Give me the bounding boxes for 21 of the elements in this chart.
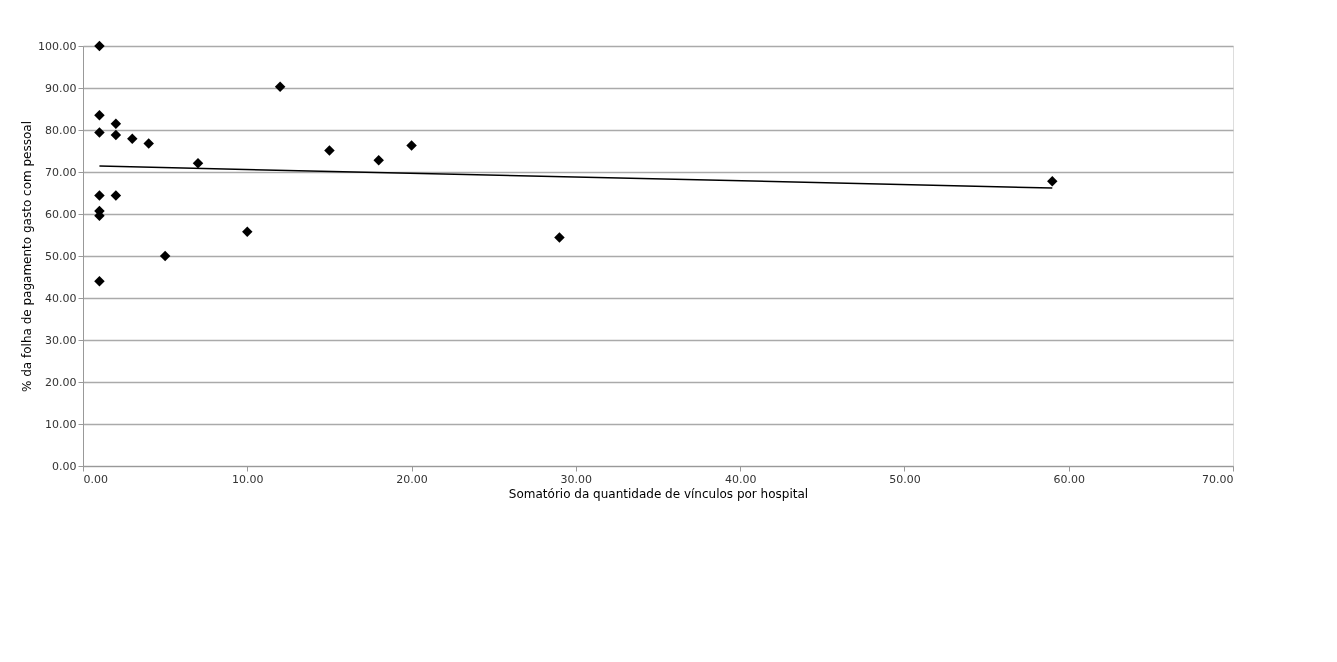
y-tick-label: 100.00 <box>38 39 77 53</box>
y-tick-label: 50.00 <box>45 249 77 263</box>
x-tick-label: 30.00 <box>560 472 593 486</box>
y-axis-title: % da folha de pagamento gasto com pessoal <box>20 120 35 393</box>
y-tick-label: 10.00 <box>45 417 77 431</box>
x-tick-label: 0.00 <box>83 472 108 486</box>
x-tick-label: 60.00 <box>1053 472 1085 486</box>
y-tick-label: 70.00 <box>45 165 77 179</box>
x-tick-label: 20.00 <box>396 472 428 486</box>
x-tick-label: 10.00 <box>232 472 264 486</box>
y-tick-label: 90.00 <box>45 81 77 95</box>
x-tick-label: 40.00 <box>724 472 757 486</box>
x-axis-title: Somatório da quantidade de vínculos por hospital <box>508 486 809 501</box>
y-tick-label: 40.00 <box>45 291 77 305</box>
y-tick-label: 30.00 <box>45 333 77 347</box>
y-tick-label: 0.00 <box>52 459 77 473</box>
y-tick-label: 80.00 <box>45 123 77 137</box>
y-tick-label: 60.00 <box>45 207 77 221</box>
x-tick-label: 70.00 <box>1202 472 1234 486</box>
x-tick-label: 50.00 <box>889 472 921 486</box>
y-tick-label: 20.00 <box>45 375 77 389</box>
